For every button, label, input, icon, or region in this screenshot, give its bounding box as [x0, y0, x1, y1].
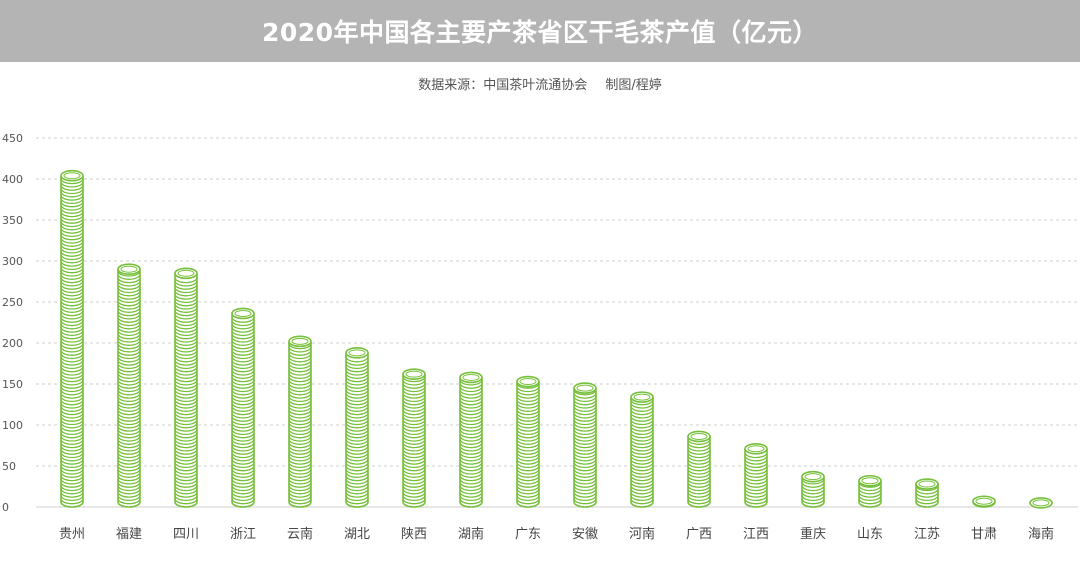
y-tick-label: 200 [2, 337, 23, 350]
bar [459, 371, 483, 508]
data-source-text: 数据来源：中国茶叶流通协会 [418, 78, 588, 93]
x-tick-label: 湖南 [458, 526, 484, 542]
x-tick-label: 安徽 [572, 527, 598, 542]
x-tick-label: 云南 [287, 526, 313, 542]
bar [630, 391, 654, 508]
x-tick-label: 海南 [1028, 526, 1054, 542]
source-line: 数据来源：中国茶叶流通协会 制图/程婷 [0, 74, 1080, 93]
bar [801, 470, 825, 508]
bar [516, 375, 540, 508]
x-tick-label: 广西 [686, 527, 712, 542]
y-tick-label: 100 [2, 419, 23, 432]
bar [915, 478, 939, 508]
author-text: 制图/程婷 [605, 78, 662, 93]
y-tick-label: 50 [2, 460, 16, 473]
bar [174, 267, 198, 508]
y-tick-label: 150 [2, 378, 23, 391]
x-tick-label: 贵州 [59, 527, 85, 542]
x-tick-label: 湖北 [344, 527, 370, 542]
x-tick-label: 山东 [857, 527, 883, 542]
bar [1029, 497, 1053, 509]
x-tick-label: 陕西 [401, 527, 427, 542]
x-tick-label: 浙江 [230, 527, 256, 542]
x-tick-label: 甘肃 [971, 527, 997, 542]
y-tick-label: 300 [2, 255, 23, 268]
bar [858, 474, 882, 508]
x-tick-label: 江苏 [914, 526, 940, 542]
bar [972, 495, 996, 508]
chart-title: 2020年中国各主要产茶省区干毛茶产值（亿元） [261, 18, 819, 47]
title-bar: 2020年中国各主要产茶省区干毛茶产值（亿元） [0, 0, 1080, 62]
y-tick-label: 350 [2, 214, 23, 227]
bar [60, 169, 84, 508]
bar [231, 307, 255, 508]
x-tick-label: 广东 [515, 527, 541, 542]
y-tick-label: 400 [2, 173, 23, 186]
bar [573, 382, 597, 508]
bar [117, 263, 141, 508]
bar [744, 442, 768, 508]
bar [345, 347, 369, 508]
y-tick-label: 250 [2, 296, 23, 309]
y-tick-label: 450 [2, 132, 23, 145]
x-tick-label: 重庆 [800, 526, 826, 542]
y-tick-label: 0 [2, 501, 9, 514]
x-tick-label: 河南 [629, 526, 655, 542]
bar [402, 368, 426, 508]
x-tick-label: 江西 [743, 527, 769, 542]
x-tick-label: 福建 [116, 527, 142, 542]
bar [687, 430, 711, 508]
bar [288, 335, 312, 508]
x-tick-label: 四川 [173, 527, 199, 542]
